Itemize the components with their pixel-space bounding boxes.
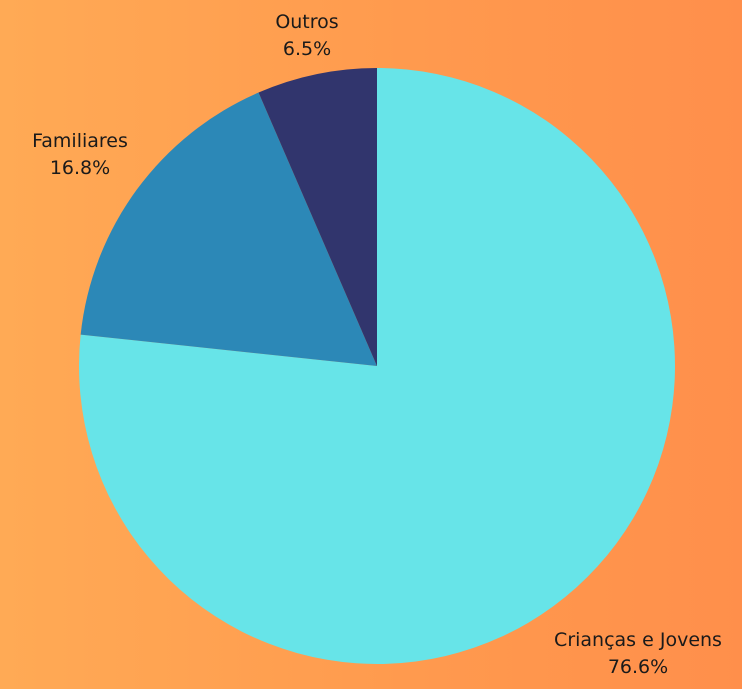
slice-name-label: Familiares (32, 130, 128, 152)
slice-percent-label: 16.8% (50, 157, 110, 179)
pie-slice-criancas-e-jovens (78, 68, 675, 665)
slice-percent-label: 76.6% (608, 656, 668, 678)
pie-slices (78, 68, 675, 665)
slice-name-label: Crianças e Jovens (554, 629, 722, 651)
slice-name-label: Outros (275, 11, 338, 33)
pie-labels: Crianças e Jovens 76.6% Familiares 16.8% Out… (32, 11, 722, 678)
slice-percent-label: 6.5% (283, 38, 331, 60)
pie-slice-outros (258, 68, 377, 366)
pie-slice-familiares (80, 92, 378, 366)
